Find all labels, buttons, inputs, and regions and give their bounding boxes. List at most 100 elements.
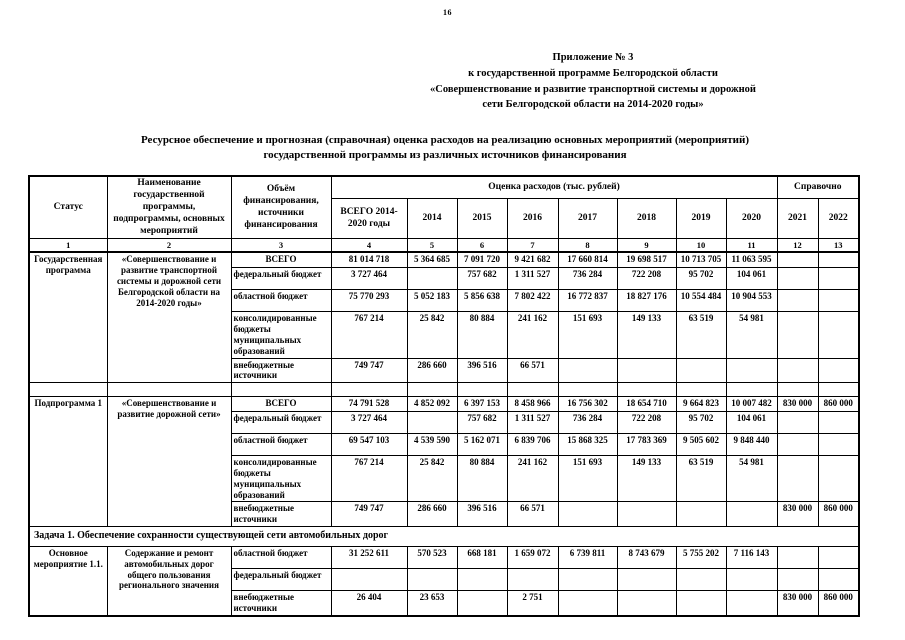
header-volume: Объём финансирования, источники финансир… xyxy=(230,175,332,240)
header-year: ВСЕГО 2014-2020 годы xyxy=(330,198,408,240)
column-number: 12 xyxy=(776,238,819,253)
value-cell xyxy=(675,501,727,527)
value-cell xyxy=(817,567,860,591)
table-row: консолидированные бюджеты муниципальных … xyxy=(29,311,860,359)
value-cell: 18 654 710 xyxy=(616,396,677,413)
column-number: 1 xyxy=(28,238,108,253)
value-cell: 80 884 xyxy=(456,455,508,503)
empty-cell xyxy=(406,382,458,398)
value-cell xyxy=(817,357,860,384)
value-cell xyxy=(817,455,860,503)
appendix-block: Приложение № 3 к государственной програм… xyxy=(407,50,779,113)
table-row: федеральный бюджет 3 727 464 757 682 1 311 … xyxy=(29,267,860,291)
value-cell xyxy=(725,567,778,591)
value-cell: 151 693 xyxy=(557,455,618,503)
empty-cell xyxy=(28,382,108,398)
value-cell: 1 311 527 xyxy=(506,411,559,435)
empty-cell xyxy=(817,382,860,398)
value-cell xyxy=(456,567,508,591)
value-cell: 722 208 xyxy=(616,411,677,435)
funding-source-cell: федеральный бюджет xyxy=(230,411,332,435)
header-name: Наименование государственной программы, … xyxy=(106,175,232,240)
value-cell: 26 404 xyxy=(330,589,408,617)
value-cell xyxy=(776,311,819,359)
value-cell xyxy=(616,501,677,527)
value-cell xyxy=(776,289,819,313)
value-cell xyxy=(675,589,727,617)
value-cell: 80 884 xyxy=(456,311,508,359)
value-cell: 31 252 611 xyxy=(330,545,408,569)
status-cell: Основное мероприятие 1.1. xyxy=(28,545,108,617)
table-header: Статус Наименование государственной прог… xyxy=(28,175,860,253)
value-cell: 860 000 xyxy=(817,589,860,617)
budget-table: Статус Наименование государственной прог… xyxy=(28,175,861,617)
funding-source-cell: ВСЕГО xyxy=(230,251,332,269)
empty-cell xyxy=(675,382,727,398)
value-cell xyxy=(776,267,819,291)
table-row: внебюджетные источники 749 747 286 660 396 … xyxy=(29,357,860,384)
value-cell: 767 214 xyxy=(330,311,408,359)
value-cell: 25 842 xyxy=(406,311,458,359)
value-cell: 104 061 xyxy=(725,267,778,291)
value-cell: 668 181 xyxy=(456,545,508,569)
value-cell: 4 539 590 xyxy=(406,433,458,457)
header-year: 2022 xyxy=(817,198,860,240)
value-cell xyxy=(817,311,860,359)
appendix-line: Приложение № 3 xyxy=(552,52,634,63)
value-cell: 830 000 xyxy=(776,396,819,413)
value-cell xyxy=(776,251,819,269)
value-cell: 10 007 482 xyxy=(725,396,778,413)
empty-cell xyxy=(506,382,559,398)
table-row: областной бюджет 75 770 293 5 052 183 5 856… xyxy=(29,289,860,313)
value-cell: 3 727 464 xyxy=(330,411,408,435)
column-number: 4 xyxy=(330,238,408,253)
funding-source-cell: внебюджетные источники xyxy=(230,589,332,617)
value-cell: 74 791 528 xyxy=(330,396,408,413)
value-cell: 757 682 xyxy=(456,411,508,435)
value-cell: 10 904 553 xyxy=(725,289,778,313)
title-line: государственной программы из различных и… xyxy=(263,149,627,162)
value-cell: 6 397 153 xyxy=(456,396,508,413)
value-cell: 23 653 xyxy=(406,589,458,617)
value-cell xyxy=(406,411,458,435)
value-cell xyxy=(616,567,677,591)
column-number: 9 xyxy=(616,238,677,253)
value-cell: 396 516 xyxy=(456,357,508,384)
program-name-cell: Содержание и ремонт автомобильных дорог … xyxy=(106,545,232,617)
value-cell xyxy=(675,357,727,384)
value-cell: 749 747 xyxy=(330,501,408,527)
value-cell: 95 702 xyxy=(675,267,727,291)
funding-source-cell: федеральный бюджет xyxy=(230,267,332,291)
column-number: 8 xyxy=(557,238,618,253)
value-cell: 860 000 xyxy=(817,396,860,413)
status-cell: Государственная программа xyxy=(28,251,108,384)
value-cell xyxy=(557,567,618,591)
value-cell: 396 516 xyxy=(456,501,508,527)
empty-cell xyxy=(725,382,778,398)
table-row: федеральный бюджет xyxy=(29,567,860,591)
funding-source-cell: внебюджетные источники xyxy=(230,501,332,527)
header-status: Статус xyxy=(28,175,108,240)
header-year: 2015 xyxy=(456,198,508,240)
header-year: 2020 xyxy=(725,198,778,240)
value-cell: 17 783 369 xyxy=(616,433,677,457)
value-cell: 63 519 xyxy=(675,311,727,359)
value-cell: 241 162 xyxy=(506,311,559,359)
header-year: 2021 xyxy=(776,198,819,240)
value-cell: 5 052 183 xyxy=(406,289,458,313)
value-cell: 286 660 xyxy=(406,501,458,527)
value-cell: 749 747 xyxy=(330,357,408,384)
value-cell xyxy=(776,455,819,503)
value-cell: 19 698 517 xyxy=(616,251,677,269)
status-cell: Подпрограмма 1 xyxy=(28,396,108,527)
column-number: 7 xyxy=(506,238,559,253)
value-cell xyxy=(725,501,778,527)
value-cell xyxy=(817,545,860,569)
empty-cell xyxy=(106,382,232,398)
value-cell: 8 458 966 xyxy=(506,396,559,413)
value-cell: 151 693 xyxy=(557,311,618,359)
value-cell: 66 571 xyxy=(506,357,559,384)
value-cell: 18 827 176 xyxy=(616,289,677,313)
header-year: 2016 xyxy=(506,198,559,240)
empty-cell xyxy=(616,382,677,398)
